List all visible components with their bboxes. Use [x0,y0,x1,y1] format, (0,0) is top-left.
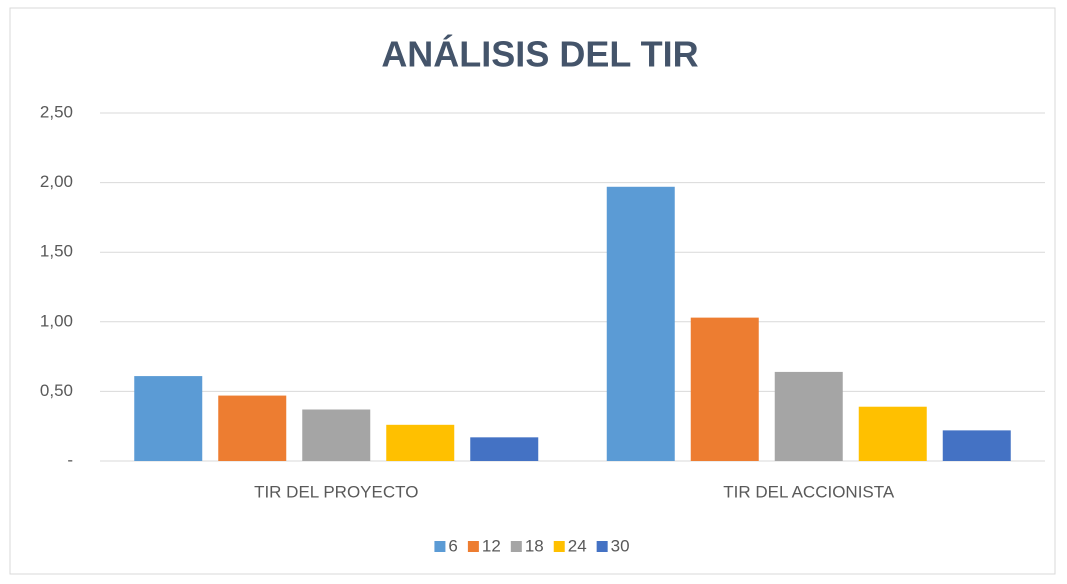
legend-label: 6 [448,536,457,555]
bar [774,371,843,461]
bar [302,409,371,461]
legend-label: 12 [482,536,501,555]
x-tick-label: TIR DEL ACCIONISTA [723,482,895,501]
bar [134,376,203,461]
y-tick-label: 1,50 [40,242,73,261]
legend-label: 24 [568,536,587,555]
bar [858,406,927,461]
y-tick-label: 0,50 [40,381,73,400]
bar [218,395,287,461]
bar [690,317,759,461]
legend-swatch [553,541,565,552]
bar [470,437,539,461]
chart-title: ANÁLISIS DEL TIR [381,34,698,75]
legend-swatch [434,541,446,552]
y-tick-label: 1,00 [40,311,73,330]
legend-swatch [467,541,479,552]
bar [942,430,1011,461]
legend-label: 18 [525,536,544,555]
chart-border [9,7,1056,575]
y-tick-label: - [67,450,73,469]
legend-label: 30 [611,536,630,555]
y-tick-label: 2,50 [40,102,73,121]
y-tick-label: 2,00 [40,172,73,191]
legend-swatch [596,541,608,552]
bar [606,186,675,461]
bar [386,424,455,461]
x-tick-label: TIR DEL PROYECTO [254,482,418,501]
legend-swatch [510,541,522,552]
